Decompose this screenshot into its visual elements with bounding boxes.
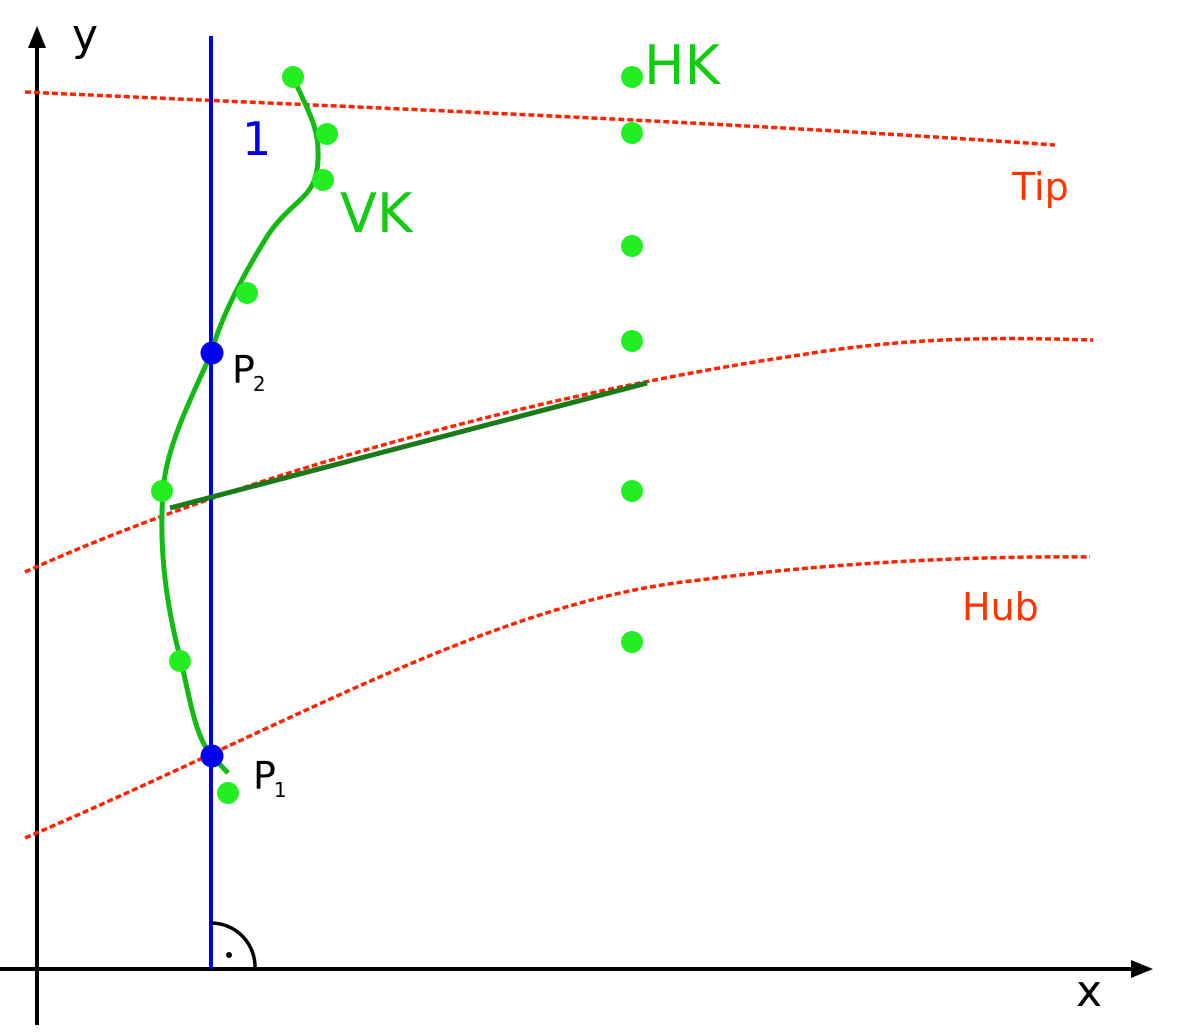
p2-label: P2 — [232, 348, 266, 396]
hk-label: HK — [644, 34, 722, 97]
mid-streamline — [24, 336, 1094, 574]
hk-point — [621, 631, 643, 653]
vk-point — [169, 650, 191, 672]
line-1-label: 1 — [242, 112, 271, 166]
streamlines — [24, 90, 1094, 840]
hk-point — [621, 480, 643, 502]
right-angle-dot — [226, 952, 232, 958]
hub-label: Hub — [962, 585, 1039, 629]
vk-point — [312, 169, 334, 191]
hub-streamline — [24, 555, 1091, 840]
hk-point — [621, 66, 643, 88]
vk-point — [236, 282, 258, 304]
tip-label: Tip — [1011, 165, 1069, 209]
hk-point — [621, 235, 643, 257]
point-p1 — [200, 744, 224, 768]
vk-points — [151, 66, 338, 804]
hk-points — [621, 66, 643, 653]
point-p2 — [200, 341, 224, 365]
y-axis-arrowhead — [28, 26, 46, 48]
hk-point — [621, 122, 643, 144]
x-axis-label: x — [1076, 966, 1102, 1017]
p1-label: P1 — [253, 754, 287, 802]
vk-point — [316, 123, 338, 145]
vk-point — [151, 480, 173, 502]
hk-point — [621, 330, 643, 352]
x-axis-arrowhead — [1131, 960, 1153, 978]
vk-point — [217, 782, 239, 804]
tip-streamline — [24, 90, 1056, 147]
y-axis-label: y — [72, 10, 98, 61]
tangent-segment — [169, 380, 648, 511]
vk-label: VK — [340, 182, 414, 245]
vk-point — [282, 66, 304, 88]
right-angle-marker — [210, 921, 257, 970]
axes: y x — [0, 10, 1153, 1025]
